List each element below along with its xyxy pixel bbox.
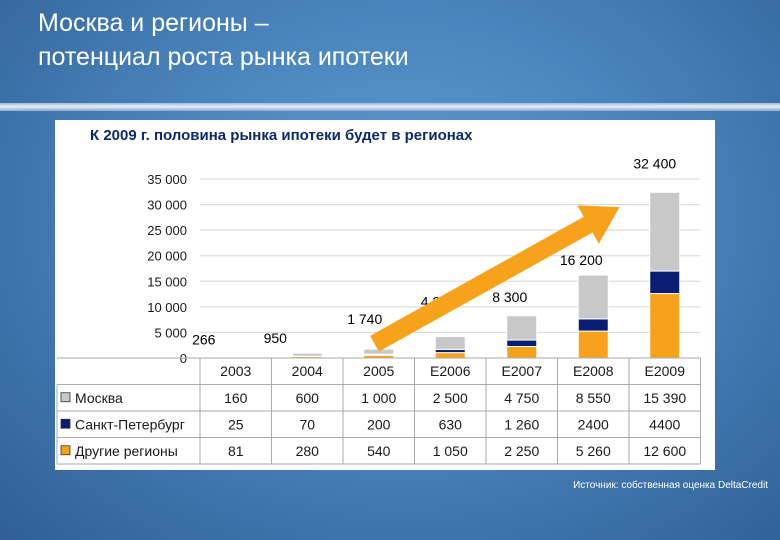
table-cell: 280 bbox=[296, 443, 320, 459]
legend-swatch bbox=[60, 418, 71, 429]
table-cell: 600 bbox=[296, 390, 320, 406]
slide-title: Москва и регионы – потенциал роста рынка… bbox=[38, 6, 738, 74]
x-tick-label: E2006 bbox=[430, 363, 471, 379]
legend-label: Другие регионы bbox=[75, 443, 178, 459]
y-tick-label: 35 000 bbox=[147, 172, 187, 187]
bar-total-label: 950 bbox=[264, 330, 288, 346]
legend-swatch bbox=[60, 392, 71, 403]
table-cell: 1 260 bbox=[504, 416, 539, 432]
table-cell: 2 500 bbox=[433, 390, 468, 406]
y-tick-label: 30 000 bbox=[147, 198, 187, 213]
bar-segment bbox=[434, 336, 466, 350]
table-cell: 5 260 bbox=[576, 443, 611, 459]
x-tick-label: 2003 bbox=[220, 363, 251, 379]
bar-segment bbox=[291, 352, 323, 357]
title-line-1: Москва и регионы – bbox=[38, 9, 269, 37]
bar-total-label: 32 400 bbox=[633, 155, 676, 171]
x-tick-label: 2005 bbox=[363, 363, 394, 379]
bar-total-label: 266 bbox=[192, 332, 216, 348]
y-tick-label: 5 000 bbox=[154, 325, 187, 340]
table-cell: 200 bbox=[367, 416, 391, 432]
bar-segment bbox=[506, 315, 538, 341]
table-cell: 70 bbox=[299, 416, 315, 432]
x-tick-label: E2008 bbox=[573, 363, 614, 379]
y-tick-label: 15 000 bbox=[147, 274, 187, 289]
table-cell: 630 bbox=[439, 416, 463, 432]
bar-segment bbox=[649, 191, 681, 272]
bar-segment bbox=[220, 356, 252, 358]
x-tick-label: E2009 bbox=[645, 363, 686, 379]
growth-arrow bbox=[370, 205, 620, 352]
bar-total-label: 16 200 bbox=[560, 252, 603, 268]
table-cell: 540 bbox=[367, 443, 391, 459]
chart-subtitle: К 2009 г. половина рынка ипотеки будет в… bbox=[90, 127, 473, 144]
legend-label: Санкт-Петербург bbox=[75, 416, 185, 432]
bar-total-label: 8 300 bbox=[492, 289, 527, 305]
x-tick-label: E2007 bbox=[502, 363, 543, 379]
bar-total-label: 1 740 bbox=[347, 311, 382, 327]
table-cell: 12 600 bbox=[643, 443, 686, 459]
bar-segment bbox=[577, 274, 609, 320]
table-cell: 15 390 bbox=[643, 390, 686, 406]
table-cell: 2400 bbox=[578, 416, 609, 432]
table-cell: 1 050 bbox=[433, 443, 468, 459]
table-cell: 8 550 bbox=[576, 390, 611, 406]
table-cell: 81 bbox=[228, 443, 244, 459]
bar-segment bbox=[577, 330, 609, 359]
table-cell: 1 000 bbox=[361, 390, 396, 406]
y-tick-label: 25 000 bbox=[147, 223, 187, 238]
bar-segment bbox=[577, 318, 609, 332]
bar-segment bbox=[434, 352, 466, 359]
bar-segment bbox=[506, 345, 538, 359]
legend-label: Москва bbox=[75, 390, 123, 406]
table-cell: 4400 bbox=[649, 416, 680, 432]
table-cell: 2 250 bbox=[504, 443, 539, 459]
chart-panel: К 2009 г. половина рынка ипотеки будет в… bbox=[55, 120, 715, 470]
bar-segment bbox=[649, 293, 681, 359]
legend-swatch bbox=[60, 445, 71, 456]
table-cell: 160 bbox=[224, 390, 248, 406]
title-divider bbox=[0, 103, 780, 111]
bar-segment bbox=[506, 339, 538, 347]
y-tick-label: 20 000 bbox=[147, 249, 187, 264]
table-cell: 25 bbox=[228, 416, 244, 432]
x-tick-label: 2004 bbox=[292, 363, 323, 379]
title-line-2: потенциал роста рынка ипотеки bbox=[38, 43, 409, 71]
source-note: Источник: собственная оценка DeltaCredit bbox=[573, 480, 768, 491]
y-tick-label: 10 000 bbox=[147, 300, 187, 315]
table-cell: 4 750 bbox=[504, 390, 539, 406]
bar-segment bbox=[649, 270, 681, 295]
